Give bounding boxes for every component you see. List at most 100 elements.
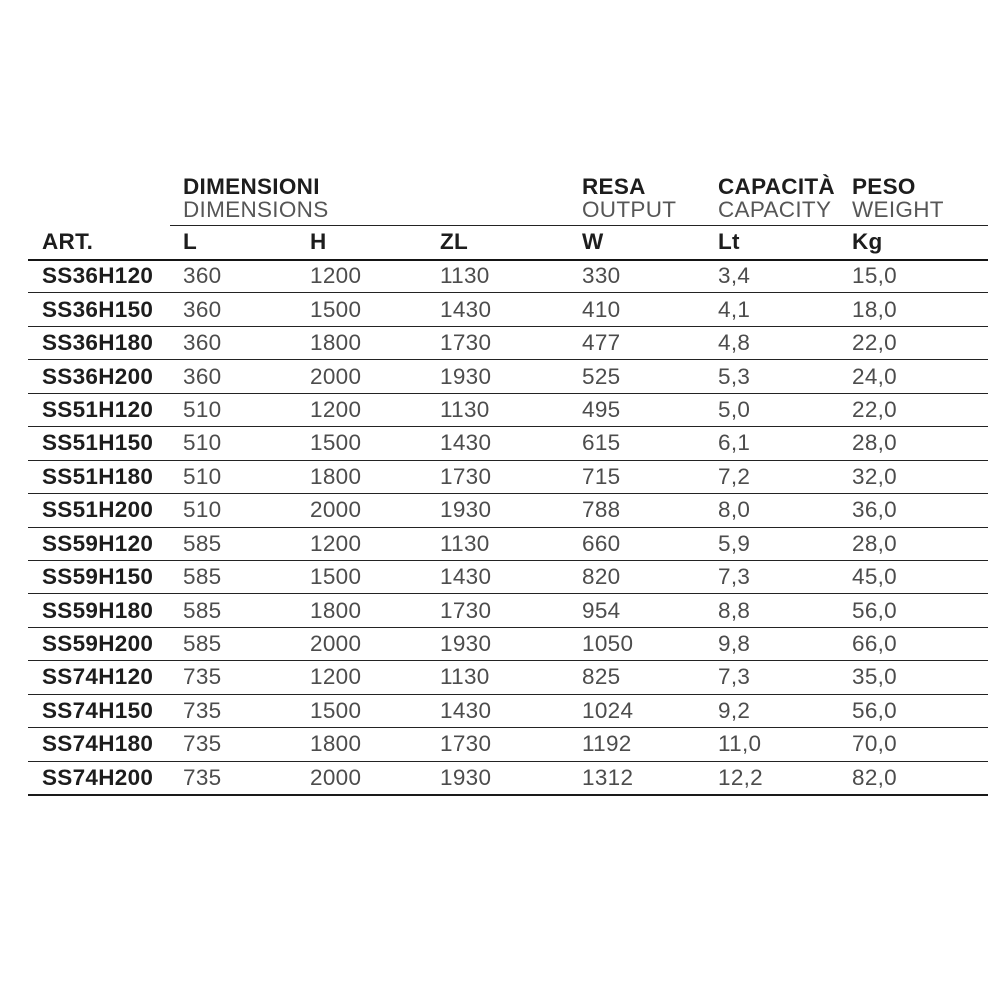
cell-art: SS51H200 [28,493,183,528]
group-label-en: OUTPUT [582,197,677,222]
cell-lt: 7,2 [718,460,852,495]
cell-kg: 45,0 [852,560,988,595]
cell-w: 660 [582,527,718,561]
cell-lt: 5,3 [718,359,852,394]
cell-kg: 22,0 [852,393,988,428]
cell-lt: 8,0 [718,493,852,528]
table-row: SS36H180 360 1800 1730 477 4,8 22,0 [28,326,988,361]
cell-kg: 28,0 [852,527,988,561]
cell-art: SS74H150 [28,694,183,729]
cell-kg: 66,0 [852,627,988,662]
cell-lt: 7,3 [718,660,852,695]
cell-h: 1800 [310,727,440,762]
cell-zl: 1130 [440,259,582,294]
cell-l: 735 [183,761,310,796]
cell-l: 585 [183,527,310,561]
column-header-row: ART. L H ZL W Lt Kg [28,226,988,261]
cell-l: 585 [183,593,310,628]
group-label-en: CAPACITY [718,197,832,222]
cell-h: 1500 [310,292,440,327]
cell-h: 1200 [310,393,440,428]
cell-l: 735 [183,694,310,729]
column-header-lt: Lt [718,226,852,261]
cell-h: 1800 [310,460,440,495]
table-row: SS36H150 360 1500 1430 410 4,1 18,0 [28,292,988,327]
table-body: SS36H120 360 1200 1130 330 3,4 15,0 SS36H150 360… [28,259,988,796]
table-row: SS74H150 735 1500 1430 1024 9,2 56,0 [28,694,988,729]
cell-zl: 1930 [440,359,582,394]
cell-art: SS74H120 [28,660,183,695]
cell-w: 615 [582,426,718,461]
cell-lt: 12,2 [718,761,852,796]
table-row: SS51H150 510 1500 1430 615 6,1 28,0 [28,426,988,461]
cell-zl: 1430 [440,560,582,595]
cell-zl: 1130 [440,660,582,695]
cell-l: 735 [183,727,310,762]
cell-kg: 36,0 [852,493,988,528]
cell-art: SS36H150 [28,292,183,327]
table-row: SS36H120 360 1200 1130 330 3,4 15,0 [28,259,988,294]
cell-l: 360 [183,326,310,361]
cell-kg: 70,0 [852,727,988,762]
cell-w: 477 [582,326,718,361]
cell-art: SS74H200 [28,761,183,796]
cell-art: SS59H120 [28,527,183,561]
cell-h: 1500 [310,560,440,595]
cell-kg: 35,0 [852,660,988,695]
group-header-capacity: CAPACITÀ CAPACITY [718,175,835,221]
cell-art: SS51H120 [28,393,183,428]
column-header-kg: Kg [852,226,988,261]
cell-lt: 4,8 [718,326,852,361]
cell-l: 735 [183,660,310,695]
cell-zl: 1930 [440,627,582,662]
cell-lt: 6,1 [718,426,852,461]
table-row: SS59H150 585 1500 1430 820 7,3 45,0 [28,560,988,595]
column-header-h: H [310,226,440,261]
cell-w: 410 [582,292,718,327]
cell-lt: 9,2 [718,694,852,729]
cell-h: 2000 [310,359,440,394]
group-label-it: RESA [582,174,646,199]
column-header-art: ART. [28,226,183,261]
cell-l: 510 [183,493,310,528]
cell-art: SS59H150 [28,560,183,595]
group-header-band: DIMENSIONI DIMENSIONS RESA OUTPUT CAPACI… [28,175,988,226]
cell-w: 825 [582,660,718,695]
table-row: SS36H200 360 2000 1930 525 5,3 24,0 [28,359,988,394]
cell-art: SS51H150 [28,426,183,461]
cell-zl: 1730 [440,593,582,628]
table-row: SS74H180 735 1800 1730 1192 11,0 70,0 [28,727,988,762]
cell-lt: 4,1 [718,292,852,327]
cell-lt: 7,3 [718,560,852,595]
cell-kg: 32,0 [852,460,988,495]
cell-art: SS51H180 [28,460,183,495]
column-header-l: L [183,226,310,261]
group-label-en: WEIGHT [852,197,944,222]
cell-zl: 1730 [440,326,582,361]
cell-l: 510 [183,426,310,461]
table-row: SS59H180 585 1800 1730 954 8,8 56,0 [28,593,988,628]
group-label-it: DIMENSIONI [183,174,320,199]
cell-h: 2000 [310,627,440,662]
cell-kg: 56,0 [852,694,988,729]
cell-l: 360 [183,292,310,327]
cell-w: 1312 [582,761,718,796]
cell-lt: 8,8 [718,593,852,628]
cell-h: 2000 [310,493,440,528]
cell-lt: 5,0 [718,393,852,428]
cell-kg: 56,0 [852,593,988,628]
table-row: SS74H120 735 1200 1130 825 7,3 35,0 [28,660,988,695]
cell-h: 1500 [310,694,440,729]
table-row: SS74H200 735 2000 1930 1312 12,2 82,0 [28,761,988,796]
cell-zl: 1730 [440,727,582,762]
cell-lt: 9,8 [718,627,852,662]
spec-table: ART. L H ZL W Lt Kg SS36H120 360 1200 1130 330 3,4 1… [28,226,988,796]
cell-art: SS59H180 [28,593,183,628]
cell-w: 820 [582,560,718,595]
cell-kg: 82,0 [852,761,988,796]
cell-art: SS36H180 [28,326,183,361]
spec-sheet: DIMENSIONI DIMENSIONS RESA OUTPUT CAPACI… [28,175,988,796]
cell-l: 585 [183,627,310,662]
cell-l: 360 [183,259,310,294]
cell-h: 1200 [310,259,440,294]
